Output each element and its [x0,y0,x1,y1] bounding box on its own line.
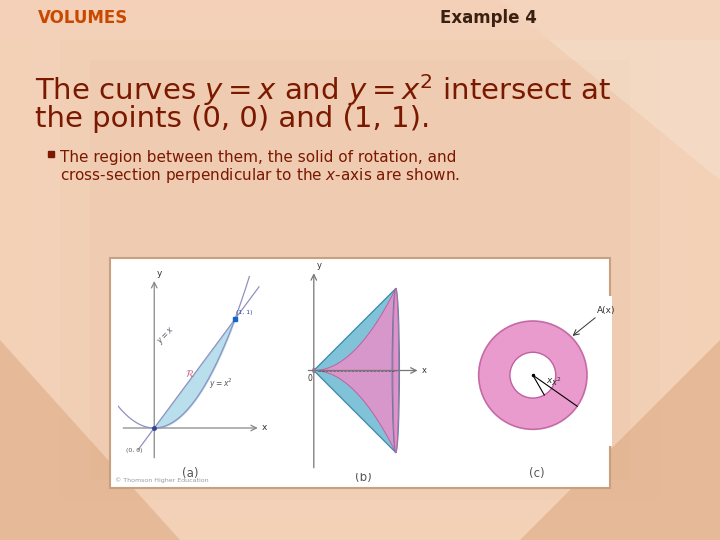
Polygon shape [314,288,396,453]
Text: (b): (b) [355,471,372,484]
Ellipse shape [393,288,399,453]
Text: y: y [316,261,321,271]
Bar [90,60,630,480]
Circle shape [510,352,556,398]
Text: © Thomson Higher Education: © Thomson Higher Education [115,477,209,483]
Text: (0, 0): (0, 0) [126,448,143,453]
Text: VOLUMES: VOLUMES [38,9,128,27]
Bar [60,40,660,500]
Text: A(x): A(x) [598,306,616,315]
Text: (a): (a) [182,468,199,481]
Text: (1, 1): (1, 1) [236,310,253,315]
Text: Example 4: Example 4 [440,9,537,27]
Polygon shape [520,340,720,540]
Polygon shape [500,0,720,180]
Bar [0,0,720,40]
Text: The region between them, the solid of rotation, and: The region between them, the solid of ro… [60,150,456,165]
Text: $\mathcal{R}$: $\mathcal{R}$ [185,368,195,379]
Text: $x^2$: $x^2$ [551,375,562,388]
Ellipse shape [392,288,400,453]
Ellipse shape [312,368,315,373]
Text: The curves $y = x$ and $y = x^2$ intersect at: The curves $y = x$ and $y = x^2$ interse… [35,72,611,108]
Polygon shape [0,340,180,540]
Text: $y = x^2$: $y = x^2$ [209,376,233,391]
Polygon shape [314,288,396,453]
FancyBboxPatch shape [110,258,610,488]
Text: the points (0, 0) and (1, 1).: the points (0, 0) and (1, 1). [35,105,431,133]
Text: x: x [262,423,268,433]
Text: x: x [422,366,427,375]
Bar [48,151,54,157]
Text: (c): (c) [529,468,545,481]
Circle shape [479,321,587,429]
Text: y: y [157,269,162,278]
Text: $y = x$: $y = x$ [156,325,177,347]
Text: cross-section perpendicular to the $x$-axis are shown.: cross-section perpendicular to the $x$-a… [60,166,460,185]
Text: 0: 0 [307,374,312,383]
Text: $x$: $x$ [546,376,554,386]
